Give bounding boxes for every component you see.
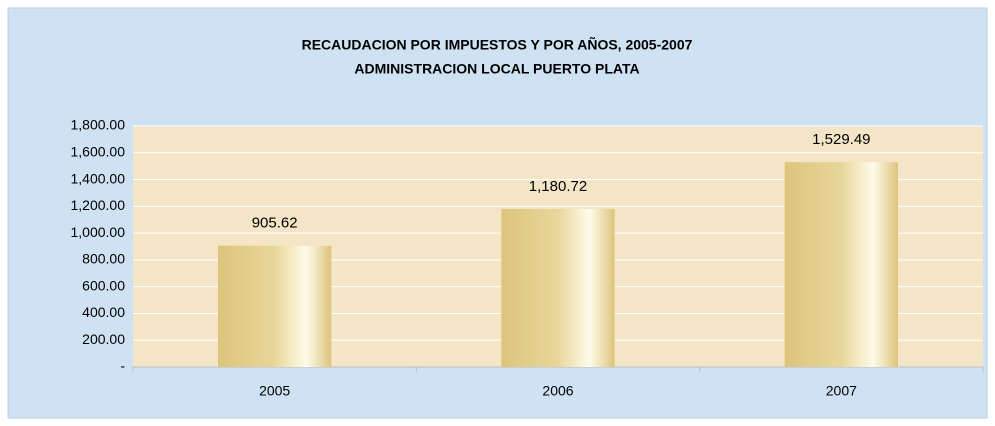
y-tick-label: 600.00 [82, 277, 125, 293]
bar [784, 162, 898, 367]
x-tick-label: 2005 [259, 383, 290, 399]
x-tick-label: 2007 [826, 383, 857, 399]
y-tick-label: 1,400.00 [71, 170, 126, 186]
data-label: 905.62 [252, 215, 298, 232]
data-label: 1,529.49 [812, 131, 870, 148]
chart-title: RECAUDACION POR IMPUESTOS Y POR AÑOS, 20… [302, 36, 693, 53]
y-tick-label: 1,200.00 [71, 197, 126, 213]
y-tick-label: 1,000.00 [71, 224, 126, 240]
chart-subtitle: ADMINISTRACION LOCAL PUERTO PLATA [354, 61, 639, 77]
x-tick-label: 2006 [542, 383, 573, 399]
y-tick-label: 200.00 [82, 331, 125, 347]
y-tick-label: 1,800.00 [71, 117, 126, 133]
bar [218, 245, 332, 367]
data-label: 1,180.72 [529, 178, 587, 195]
y-tick-label: - [120, 358, 125, 374]
y-tick-label: 400.00 [82, 304, 125, 320]
bar [501, 208, 615, 367]
y-tick-label: 1,600.00 [71, 143, 126, 159]
y-tick-label: 800.00 [82, 251, 125, 267]
